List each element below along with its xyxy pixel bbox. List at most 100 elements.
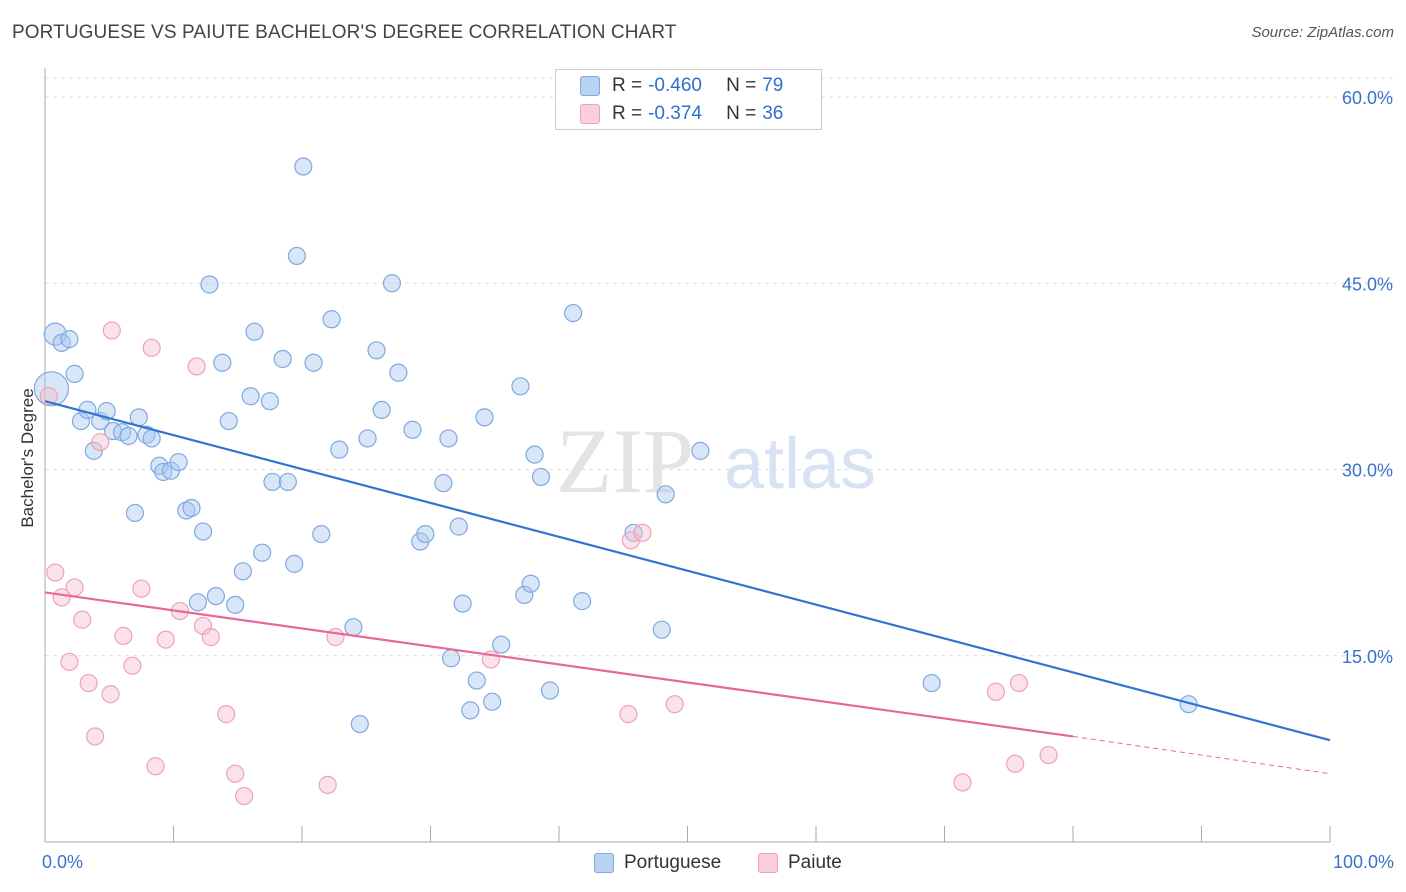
portuguese-points [33, 157, 1198, 734]
paiute-points [39, 321, 1058, 806]
portuguese-point [154, 462, 173, 482]
legend-r-label: R = [612, 75, 643, 96]
portuguese-point [521, 574, 540, 593]
portuguese-point [226, 595, 245, 614]
legend-n-label: N = [726, 75, 757, 96]
portuguese-point [441, 649, 461, 668]
portuguese-point [350, 714, 369, 734]
portuguese-point [483, 692, 502, 711]
portuguese-point [65, 364, 84, 383]
paiute-point [123, 656, 142, 675]
portuguese-legend-swatch [594, 853, 614, 873]
paiute-point [39, 387, 58, 406]
paiute-point [146, 757, 165, 776]
portuguese-point [294, 157, 313, 176]
portuguese-point [188, 593, 208, 612]
portuguese-point [119, 426, 138, 446]
portuguese-point [60, 330, 79, 349]
portuguese-point [382, 274, 402, 293]
portuguese-point [219, 411, 238, 431]
trend-lines [44, 400, 1331, 775]
paiute-point [79, 673, 98, 693]
portuguese-r-value: -0.460 [648, 75, 702, 96]
portuguese-point [656, 485, 675, 504]
y-tick-labels: 15.0% 30.0% 45.0% 60.0% [1342, 88, 1393, 667]
portuguese-point [182, 498, 201, 518]
paiute-point [226, 764, 245, 783]
portuguese-trend-line [44, 400, 1331, 742]
portuguese-point [213, 353, 232, 372]
y-tick-label: 15.0% [1342, 647, 1393, 667]
paiute-trend-extension [1072, 735, 1331, 775]
portuguese-point [233, 562, 252, 581]
paiute-r-value: -0.374 [648, 103, 702, 124]
portuguese-point [241, 387, 260, 406]
y-tick-label: 60.0% [1342, 88, 1393, 108]
portuguese-point [304, 353, 323, 372]
portuguese-point [285, 554, 304, 573]
paiute-legend-swatch [758, 853, 778, 873]
axes [44, 68, 1331, 843]
portuguese-point [125, 503, 145, 523]
x-tick-label-min: 0.0% [42, 852, 84, 872]
correlation-legend: R = -0.460 N = 79 R = -0.374 N = 36 [555, 69, 822, 130]
paiute-point [86, 727, 105, 746]
y-tick-label: 45.0% [1342, 274, 1393, 294]
portuguese-point [449, 517, 468, 536]
portuguese-point [206, 587, 226, 606]
source-label: Source: ZipAtlas.com [1251, 24, 1394, 41]
paiute-point [953, 773, 972, 792]
paiute-point [132, 579, 151, 598]
paiute-point [619, 705, 638, 724]
portuguese-point [287, 246, 306, 266]
portuguese-point [372, 400, 391, 419]
portuguese-point [142, 429, 161, 448]
portuguese-point [358, 429, 377, 448]
portuguese-point [652, 620, 671, 639]
paiute-point [101, 685, 120, 704]
portuguese-point [245, 322, 264, 341]
paiute-point [156, 630, 175, 649]
legend-row-paiute: R = -0.374 N = 36 [580, 102, 783, 126]
portuguese-point [525, 445, 544, 464]
watermark-zip: ZIP [556, 410, 694, 512]
portuguese-point [389, 363, 408, 382]
portuguese-point [278, 472, 297, 492]
portuguese-n-value: 79 [762, 75, 784, 96]
paiute-trend-line [44, 591, 1074, 738]
portuguese-point [367, 341, 386, 360]
watermark-atlas: atlas [724, 424, 876, 504]
portuguese-point [515, 585, 534, 605]
paiute-point [114, 626, 133, 645]
portuguese-point [691, 441, 710, 460]
portuguese-point [273, 349, 292, 369]
portuguese-point [344, 618, 363, 637]
series-legend: Portuguese Paiute [0, 852, 1406, 876]
legend-item-paiute[interactable]: Paiute [758, 852, 842, 874]
watermark: ZIP atlas [556, 410, 876, 512]
portuguese-point [439, 429, 458, 448]
paiute-legend-label: Paiute [788, 852, 842, 873]
portuguese-point [922, 673, 941, 693]
legend-row-portuguese: R = -0.460 N = 79 [580, 74, 783, 98]
portuguese-point [263, 472, 282, 492]
paiute-point [73, 610, 92, 629]
portuguese-point [200, 275, 219, 294]
portuguese-point [531, 467, 551, 487]
portuguese-point [416, 524, 435, 544]
paiute-point [46, 563, 65, 582]
paiute-point [235, 786, 254, 806]
portuguese-point [540, 681, 560, 700]
portuguese-point [71, 411, 91, 431]
paiute-point [318, 775, 337, 794]
legend-item-portuguese[interactable]: Portuguese [594, 852, 721, 874]
portuguese-point [260, 392, 279, 411]
portuguese-swatch [580, 76, 600, 96]
y-tick-label: 30.0% [1342, 461, 1393, 481]
paiute-point [65, 578, 84, 597]
portuguese-point [453, 594, 472, 613]
paiute-n-value: 36 [762, 103, 784, 124]
paiute-point [201, 628, 220, 647]
paiute-point [102, 321, 121, 340]
